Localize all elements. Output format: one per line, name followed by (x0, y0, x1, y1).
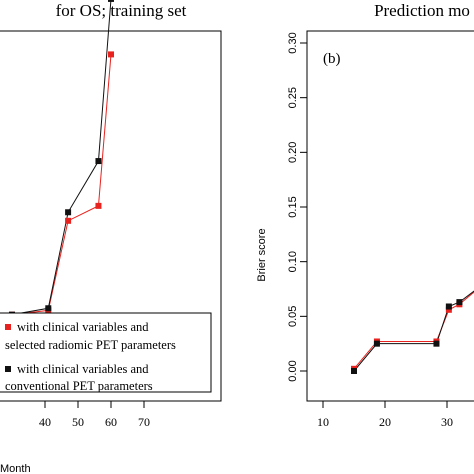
legend-entry-2-line-1: with clinical variables and (17, 362, 149, 376)
data-point (108, 0, 114, 2)
series-line (11, 0, 112, 316)
panel-b-x-axis: 10 20 30 (317, 401, 453, 429)
data-point (95, 158, 102, 165)
y-tick-label: 0.00 (287, 360, 299, 381)
legend-entry-1-line-1: with clinical variables and (17, 320, 149, 334)
series-line (353, 290, 474, 372)
data-point (351, 368, 357, 374)
x-tick-label: 20 (379, 415, 391, 429)
panel-b: Prediction mo (b) Brier score 0.000.050.… (256, 1, 474, 429)
y-tick-label: 0.10 (287, 251, 299, 272)
data-point (445, 303, 452, 310)
panel-b-y-axis: 0.00 0.05 0.10 0.15 0.20 0.25 0.30 (287, 32, 307, 382)
series-line (353, 291, 474, 370)
data-point (45, 305, 52, 312)
panel-a-title: for OS; training set (56, 1, 187, 20)
x-tick-label: 40 (39, 415, 51, 429)
legend-entry-2-line-2: conventional PET parameters (5, 379, 153, 393)
data-point (373, 340, 380, 347)
panel-b-title: Prediction mo (374, 1, 470, 20)
y-tick-label: 0.20 (287, 142, 299, 163)
data-point (65, 209, 72, 216)
panel-a-series (9, 0, 114, 318)
panel-a: for OS; training set 40 50 60 70 with clini… (0, 0, 222, 474)
data-point (456, 299, 463, 306)
panel-b-series (351, 290, 474, 374)
x-tick-label: 10 (317, 415, 329, 429)
panel-a-x-axis-label: Month (0, 463, 31, 474)
panel-a-x-axis: 40 50 60 70 (39, 401, 150, 429)
y-tick-label: 0.15 (287, 196, 299, 217)
panel-a-plot-frame (0, 30, 222, 402)
y-tick-label: 0.25 (287, 87, 299, 108)
panel-b-y-axis-label: Brier score (256, 228, 268, 281)
panel-b-plot-frame (306, 30, 474, 402)
x-tick-label: 60 (105, 415, 117, 429)
legend-entry-1-line-2: selected radiomic PET parameters (5, 338, 176, 352)
legend-box (0, 312, 212, 393)
x-tick-label: 30 (441, 415, 453, 429)
legend-marker-red (5, 324, 11, 330)
data-point (433, 340, 440, 347)
y-tick-label: 0.30 (287, 32, 299, 53)
data-point (108, 51, 114, 58)
series-line (11, 54, 112, 316)
data-point (65, 217, 72, 224)
y-tick-label: 0.05 (287, 306, 299, 327)
data-point (445, 306, 452, 313)
x-tick-label: 70 (138, 415, 150, 429)
x-tick-label: 50 (72, 415, 84, 429)
panel-a-legend: with clinical variables and selected rad… (0, 312, 212, 393)
data-point (95, 202, 102, 209)
panel-b-label: (b) (323, 51, 341, 67)
legend-marker-black (5, 366, 11, 372)
